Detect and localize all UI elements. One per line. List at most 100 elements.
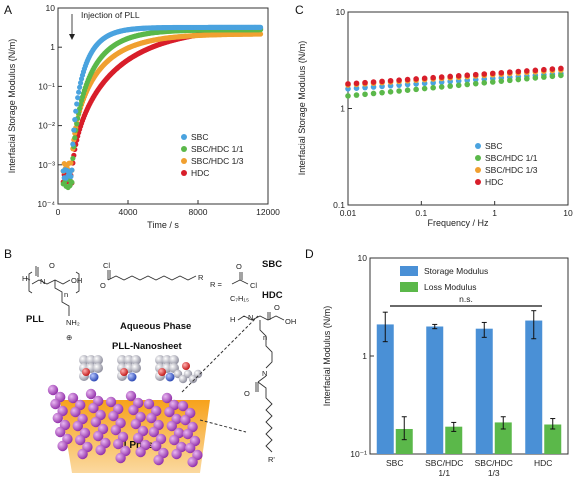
chart-c-legend-marker — [475, 179, 481, 185]
chart-d-legend-label: Storage Modulus — [424, 266, 488, 276]
chart-c-legend-marker — [475, 143, 481, 149]
chart-d-ytick-label: 1 — [362, 351, 367, 361]
lipid-atom — [180, 414, 191, 426]
lipid-atom — [47, 384, 59, 396]
panel-label-a: A — [4, 3, 12, 17]
chart-a-point — [76, 89, 82, 95]
peptide-atom — [131, 363, 141, 373]
chart-c-point — [387, 77, 394, 84]
lipid-atom — [75, 434, 86, 446]
chart-c-series — [345, 67, 564, 88]
chart-a-point — [73, 108, 79, 114]
chart-d-category-label: HDC — [534, 458, 552, 468]
lipid-atom — [88, 402, 99, 414]
peptide-atom — [193, 369, 203, 379]
significance-bracket: n.s. — [390, 294, 542, 307]
lipid-atom — [105, 396, 117, 408]
chart-a-frame — [57, 7, 269, 205]
chart-c-point — [430, 74, 436, 81]
chart-c-point — [498, 69, 505, 76]
chart-a-annotation: Injection of PLL — [69, 10, 140, 40]
chart-d-category-label: 1/3 — [488, 468, 500, 478]
chart-d-bar — [376, 324, 394, 454]
chart-d-ytick-label: 10⁻¹ — [350, 449, 367, 459]
atom-o-r: O — [236, 262, 242, 271]
chart-c-ylabel: Interfacial Storage Modulus (N/m) — [297, 41, 307, 176]
chart-a-legend-label: HDC — [191, 168, 209, 178]
significance-label: n.s. — [459, 294, 473, 304]
oxygen-atom — [82, 368, 90, 376]
chart-c-point — [438, 84, 445, 90]
chart-d-legend: Storage Modulus Loss Modulus — [400, 266, 488, 292]
label-nanosheet: PLL-Nanosheet — [112, 341, 183, 352]
chart-a-ytick-label: 10⁻² — [38, 121, 55, 131]
chart-c-point — [489, 79, 496, 85]
chart-d-category-label: 1/1 — [438, 468, 450, 478]
chart-c-point — [549, 73, 556, 80]
lipid-atom — [125, 390, 137, 402]
chart-c-point — [413, 76, 419, 82]
chart-a-legend-label: SBC/HDC 1/3 — [191, 156, 244, 166]
lipid-atom — [72, 420, 84, 432]
chart-c-point — [404, 87, 411, 93]
chart-c-point — [379, 78, 385, 85]
chart-d-category-label: SBC — [386, 458, 403, 468]
chart-a-point — [77, 84, 83, 90]
chart-a-series — [60, 24, 264, 181]
chart-c-point — [524, 68, 530, 74]
chart-c-legend-label: SBC/HDC 1/1 — [485, 153, 538, 163]
chart-c-point — [472, 71, 479, 78]
atom-o-chain: O — [100, 281, 106, 290]
chart-c-point — [404, 76, 411, 83]
chart-a-point — [74, 101, 80, 107]
chart-d-category-label: SBC/HDC — [475, 458, 513, 468]
lipid-atom — [166, 420, 177, 432]
chart-c-ytick-label: 0.1 — [333, 200, 345, 210]
chart-c-point — [558, 65, 564, 72]
acyl-chloride-structure: Cl O R R = O Cl SBC C₇H₁₅ HDC — [100, 259, 283, 303]
lipid-atom — [169, 434, 180, 446]
peptide-atom — [124, 355, 134, 365]
chart-c-point — [541, 74, 547, 80]
peptide-atom — [162, 355, 172, 365]
pll-structure: H N O OH n NH₂ ⊕ PLL — [22, 261, 82, 342]
chart-c-legend-label: SBC/HDC 1/3 — [485, 165, 538, 175]
chart-c-xtick-label: 1 — [492, 208, 497, 218]
chart-d-bar — [525, 320, 543, 454]
chart-c-legend-marker — [475, 167, 481, 173]
chart-a-xtick-label: 12000 — [256, 207, 280, 217]
chart-a-legend-marker — [181, 158, 187, 164]
panel-label-c: C — [295, 3, 304, 17]
chart-c-point — [506, 69, 513, 75]
chart-a-point — [77, 106, 83, 112]
lipid-atom — [143, 398, 155, 410]
chart-c-point — [515, 76, 522, 83]
chart-c-point — [524, 75, 530, 82]
lipid-atom — [77, 448, 88, 460]
lipid-atom — [85, 388, 97, 400]
chart-c-point — [532, 67, 539, 74]
atom-n-right: N — [248, 313, 253, 322]
injection-annotation: Injection of PLL — [81, 10, 140, 20]
lipid-atom — [93, 430, 104, 442]
chart-d-ytick-label: 10 — [358, 253, 368, 263]
lipid-atom — [67, 392, 79, 404]
chart-a-ytick-label: 10⁻³ — [38, 160, 55, 170]
zoom-line-top — [181, 315, 259, 393]
atom-nh2: NH₂ — [66, 318, 80, 327]
chart-d-bar — [395, 428, 413, 454]
label-c7h15: C₇H₁₅ — [230, 294, 249, 303]
peptide-atom — [131, 355, 141, 365]
chart-a-point — [70, 141, 76, 147]
chart-a-point — [77, 80, 84, 86]
r-equals: R = — [210, 280, 223, 289]
lipid-atom — [187, 456, 198, 468]
charge-plus: ⊕ — [66, 333, 72, 342]
chart-a-point — [72, 117, 78, 123]
atom-o-pll: O — [49, 261, 55, 270]
peptide-atom — [93, 355, 103, 365]
nitrogen-atom — [127, 372, 137, 382]
chart-a-legend-label: SBC/HDC 1/1 — [191, 144, 244, 154]
chart-c-xtick-label: 0.1 — [415, 208, 427, 218]
